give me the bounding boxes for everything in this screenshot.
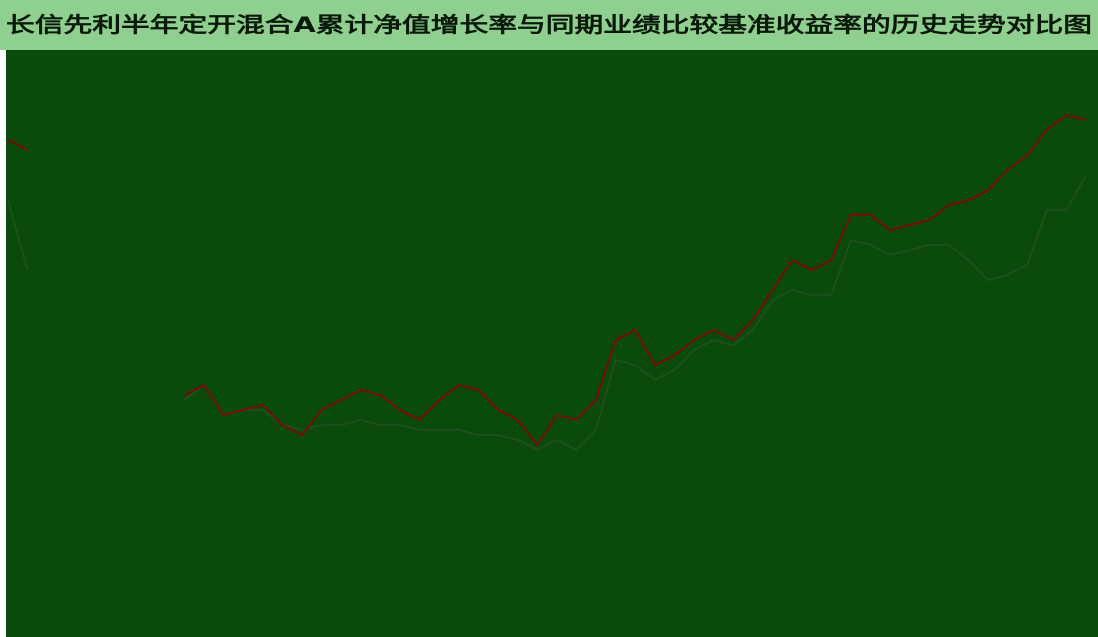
plot-area [6, 50, 1098, 637]
series-line [7, 174, 1087, 451]
chart-title: 长信先利半年定开混合A累计净值增长率与同期业绩比较基准收益率的历史走势对比图 [6, 13, 1092, 37]
title-band [0, 0, 1098, 50]
series-line [7, 114, 1087, 447]
